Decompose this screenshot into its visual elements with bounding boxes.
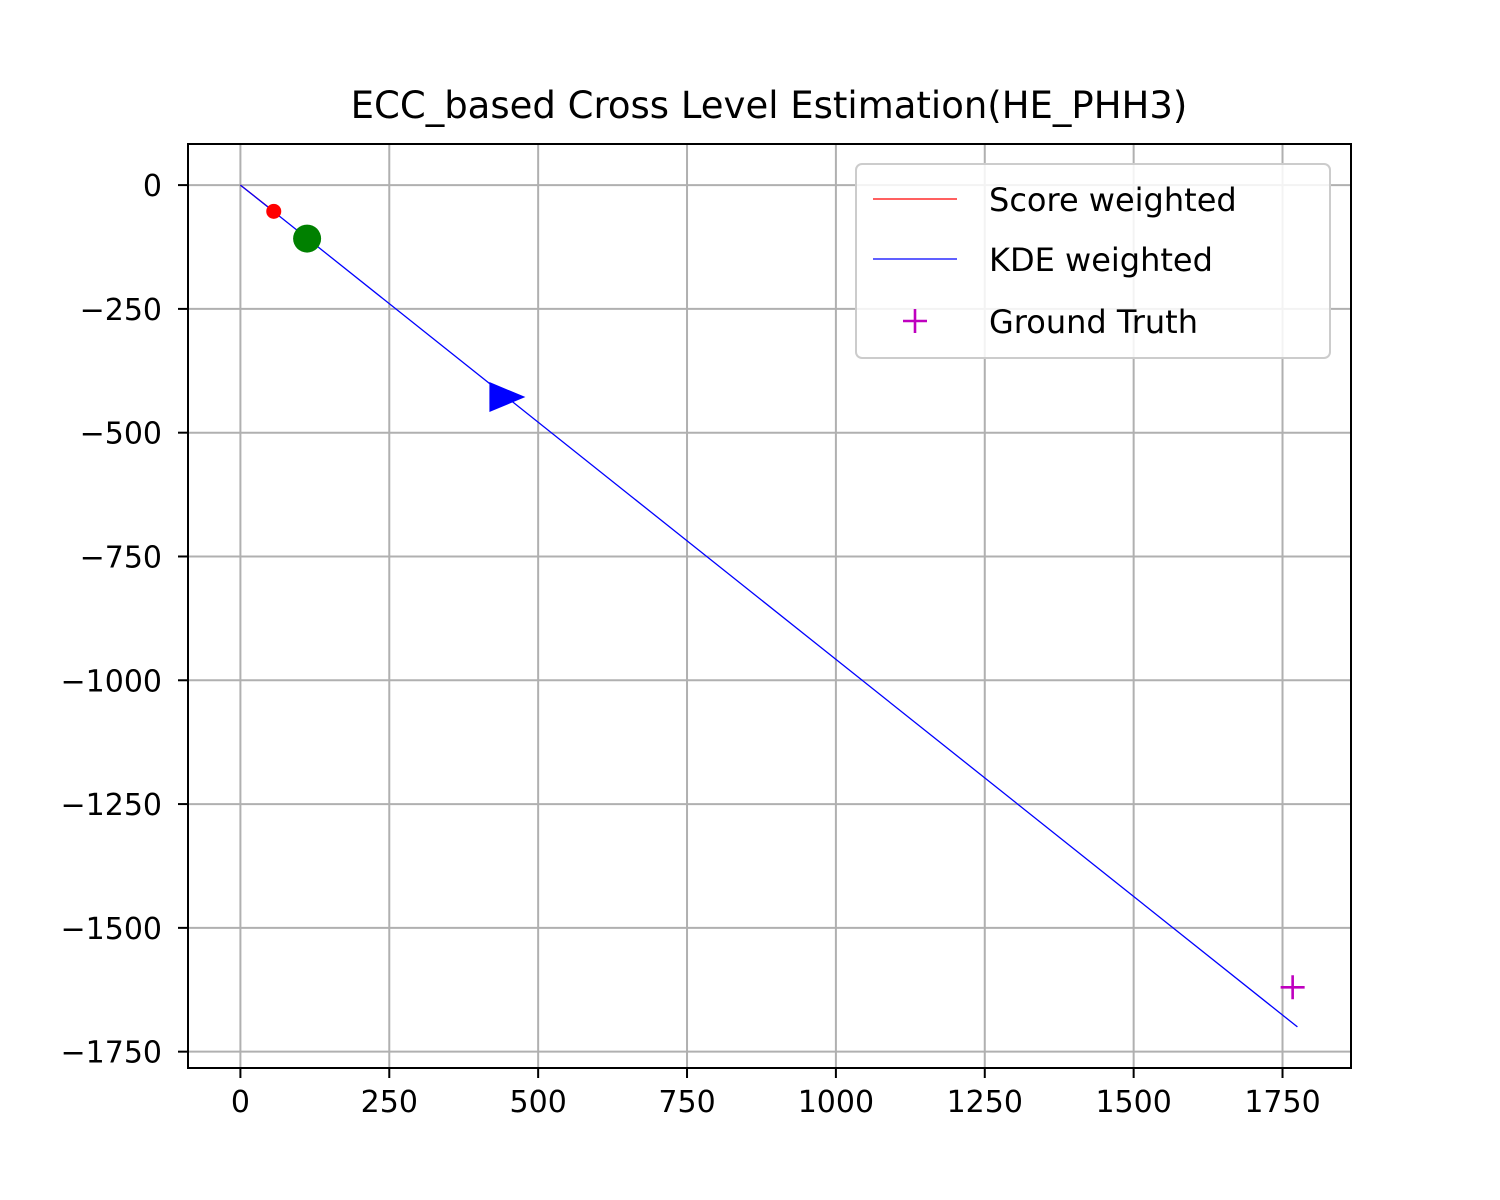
chart-title: ECC_based Cross Level Estimation(HE_PHH3… [351,84,1188,127]
x-tick-label: 1500 [1095,1085,1171,1120]
legend: Score weighted KDE weighted Ground Truth [855,163,1331,359]
ground-truth-marker [1280,975,1305,1000]
y-tick-label: −1750 [61,1036,162,1071]
y-tick-label: 0 [143,169,162,204]
legend-swatch-ground-truth [903,309,927,333]
y-tick-label: −500 [80,417,162,452]
x-tick-label: 1250 [947,1085,1023,1120]
x-tick-label: 750 [658,1085,715,1120]
plot-series [239,184,1305,1028]
x-tick-label: 250 [361,1085,418,1120]
x-tick-label: 1750 [1244,1085,1320,1120]
x-tick-label: 0 [231,1085,250,1120]
red-circle-marker [266,203,282,219]
green-circle-marker [293,224,322,253]
y-tick-label: −1500 [61,912,162,947]
y-tick-label: −250 [80,293,162,328]
axis-ticks: 0 250 500 750 1000 1250 1500 1750 0 −250 −500 −750 −… [61,169,1321,1120]
legend-box [855,163,1331,359]
y-tick-label: −1250 [61,788,162,823]
legend-label-ground-truth: Ground Truth [989,303,1198,341]
x-tick-label: 500 [510,1085,567,1120]
x-tick-label: 1000 [798,1085,874,1120]
series-line-kde-weighted [239,184,1298,1028]
legend-label-kde-weighted: KDE weighted [989,241,1213,279]
plot-frame [187,143,1352,1069]
legend-label-score-weighted: Score weighted [989,181,1237,219]
y-tick-label: −750 [80,540,162,575]
y-tick-label: −1000 [61,664,162,699]
blue-triangle-marker [489,382,526,413]
